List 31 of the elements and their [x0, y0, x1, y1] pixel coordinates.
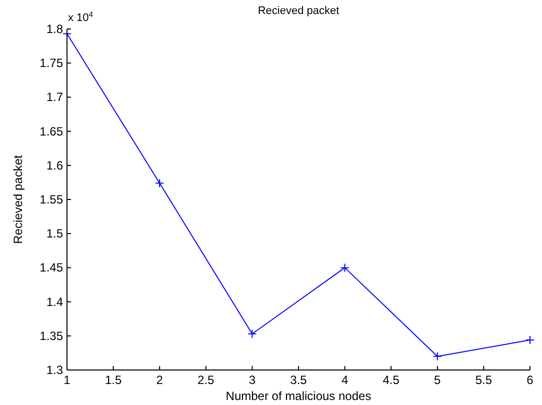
- x-tick-label: 2: [156, 373, 164, 387]
- x-tick-label: 3: [248, 373, 256, 387]
- x-tick-label: 5: [434, 373, 442, 387]
- point: [248, 329, 257, 338]
- x-tick-label: 3.5: [290, 373, 308, 387]
- x-axis-title: Number of malicious nodes: [226, 389, 372, 403]
- x-tick-label: 4.5: [382, 373, 400, 387]
- y-tick-label: 1.8: [46, 22, 64, 36]
- point: [155, 178, 164, 188]
- y-axis-title: Recieved packet: [11, 154, 25, 244]
- y-tick-label: 1.65: [40, 124, 64, 138]
- x-tick-label: 2.5: [198, 373, 215, 387]
- y-tick-label: 1.6: [46, 158, 64, 172]
- y-tick-label: 1.45: [40, 260, 64, 275]
- x-tick-label: 5.5: [475, 373, 492, 387]
- y-tick-label: 1.4: [46, 294, 64, 309]
- x-tick-label: 1: [64, 373, 71, 387]
- point: [526, 335, 534, 344]
- y-tick-label: 1.35: [40, 328, 64, 343]
- y-tick-label: 1.7: [46, 90, 64, 104]
- x-tick-label: 4: [341, 373, 348, 387]
- y-tick-label: 1.5: [46, 226, 64, 241]
- y-tick-label: 1.3: [46, 363, 64, 377]
- x-tick-label: 1.5: [104, 373, 122, 387]
- y-tick-label: 1.55: [40, 192, 64, 206]
- x-tick-label: 6: [526, 373, 534, 387]
- y-tick-label: 1.75: [40, 56, 64, 70]
- point: [432, 352, 442, 361]
- text: x 10$^{4}$: [68, 10, 94, 24]
- point: [340, 263, 350, 272]
- chart-title: Recieved packet: [258, 5, 340, 17]
